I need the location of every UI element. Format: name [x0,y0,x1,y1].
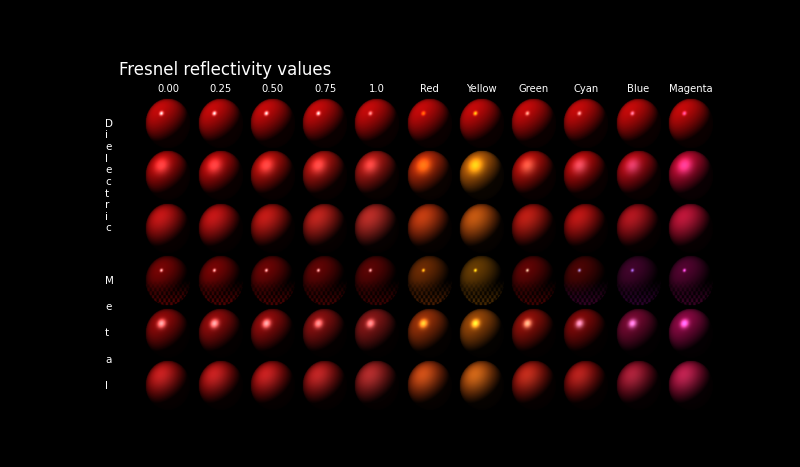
Text: r: r [105,200,110,210]
Text: 0.50: 0.50 [262,84,284,94]
Text: Fresnel reflectivity values: Fresnel reflectivity values [118,62,331,79]
Text: e: e [105,142,111,152]
Text: l: l [105,381,108,391]
Text: Blue: Blue [627,84,650,94]
Text: t: t [105,189,109,198]
Text: c: c [105,177,110,187]
Text: 0.25: 0.25 [210,84,232,94]
Text: e: e [105,165,111,175]
Text: 1.0: 1.0 [370,84,386,94]
Text: e: e [105,302,111,312]
Text: 0.00: 0.00 [158,84,179,94]
Text: Green: Green [519,84,549,94]
Text: Magenta: Magenta [669,84,713,94]
Text: t: t [105,328,109,339]
Text: c: c [105,224,110,234]
Text: D: D [105,119,113,128]
Text: 0.75: 0.75 [314,84,336,94]
Text: Red: Red [420,84,439,94]
Text: Yellow: Yellow [466,84,497,94]
Text: Cyan: Cyan [574,84,599,94]
Text: l: l [105,154,108,163]
Text: i: i [105,130,108,140]
Text: i: i [105,212,108,222]
Text: a: a [105,354,111,365]
Text: M: M [105,276,114,286]
